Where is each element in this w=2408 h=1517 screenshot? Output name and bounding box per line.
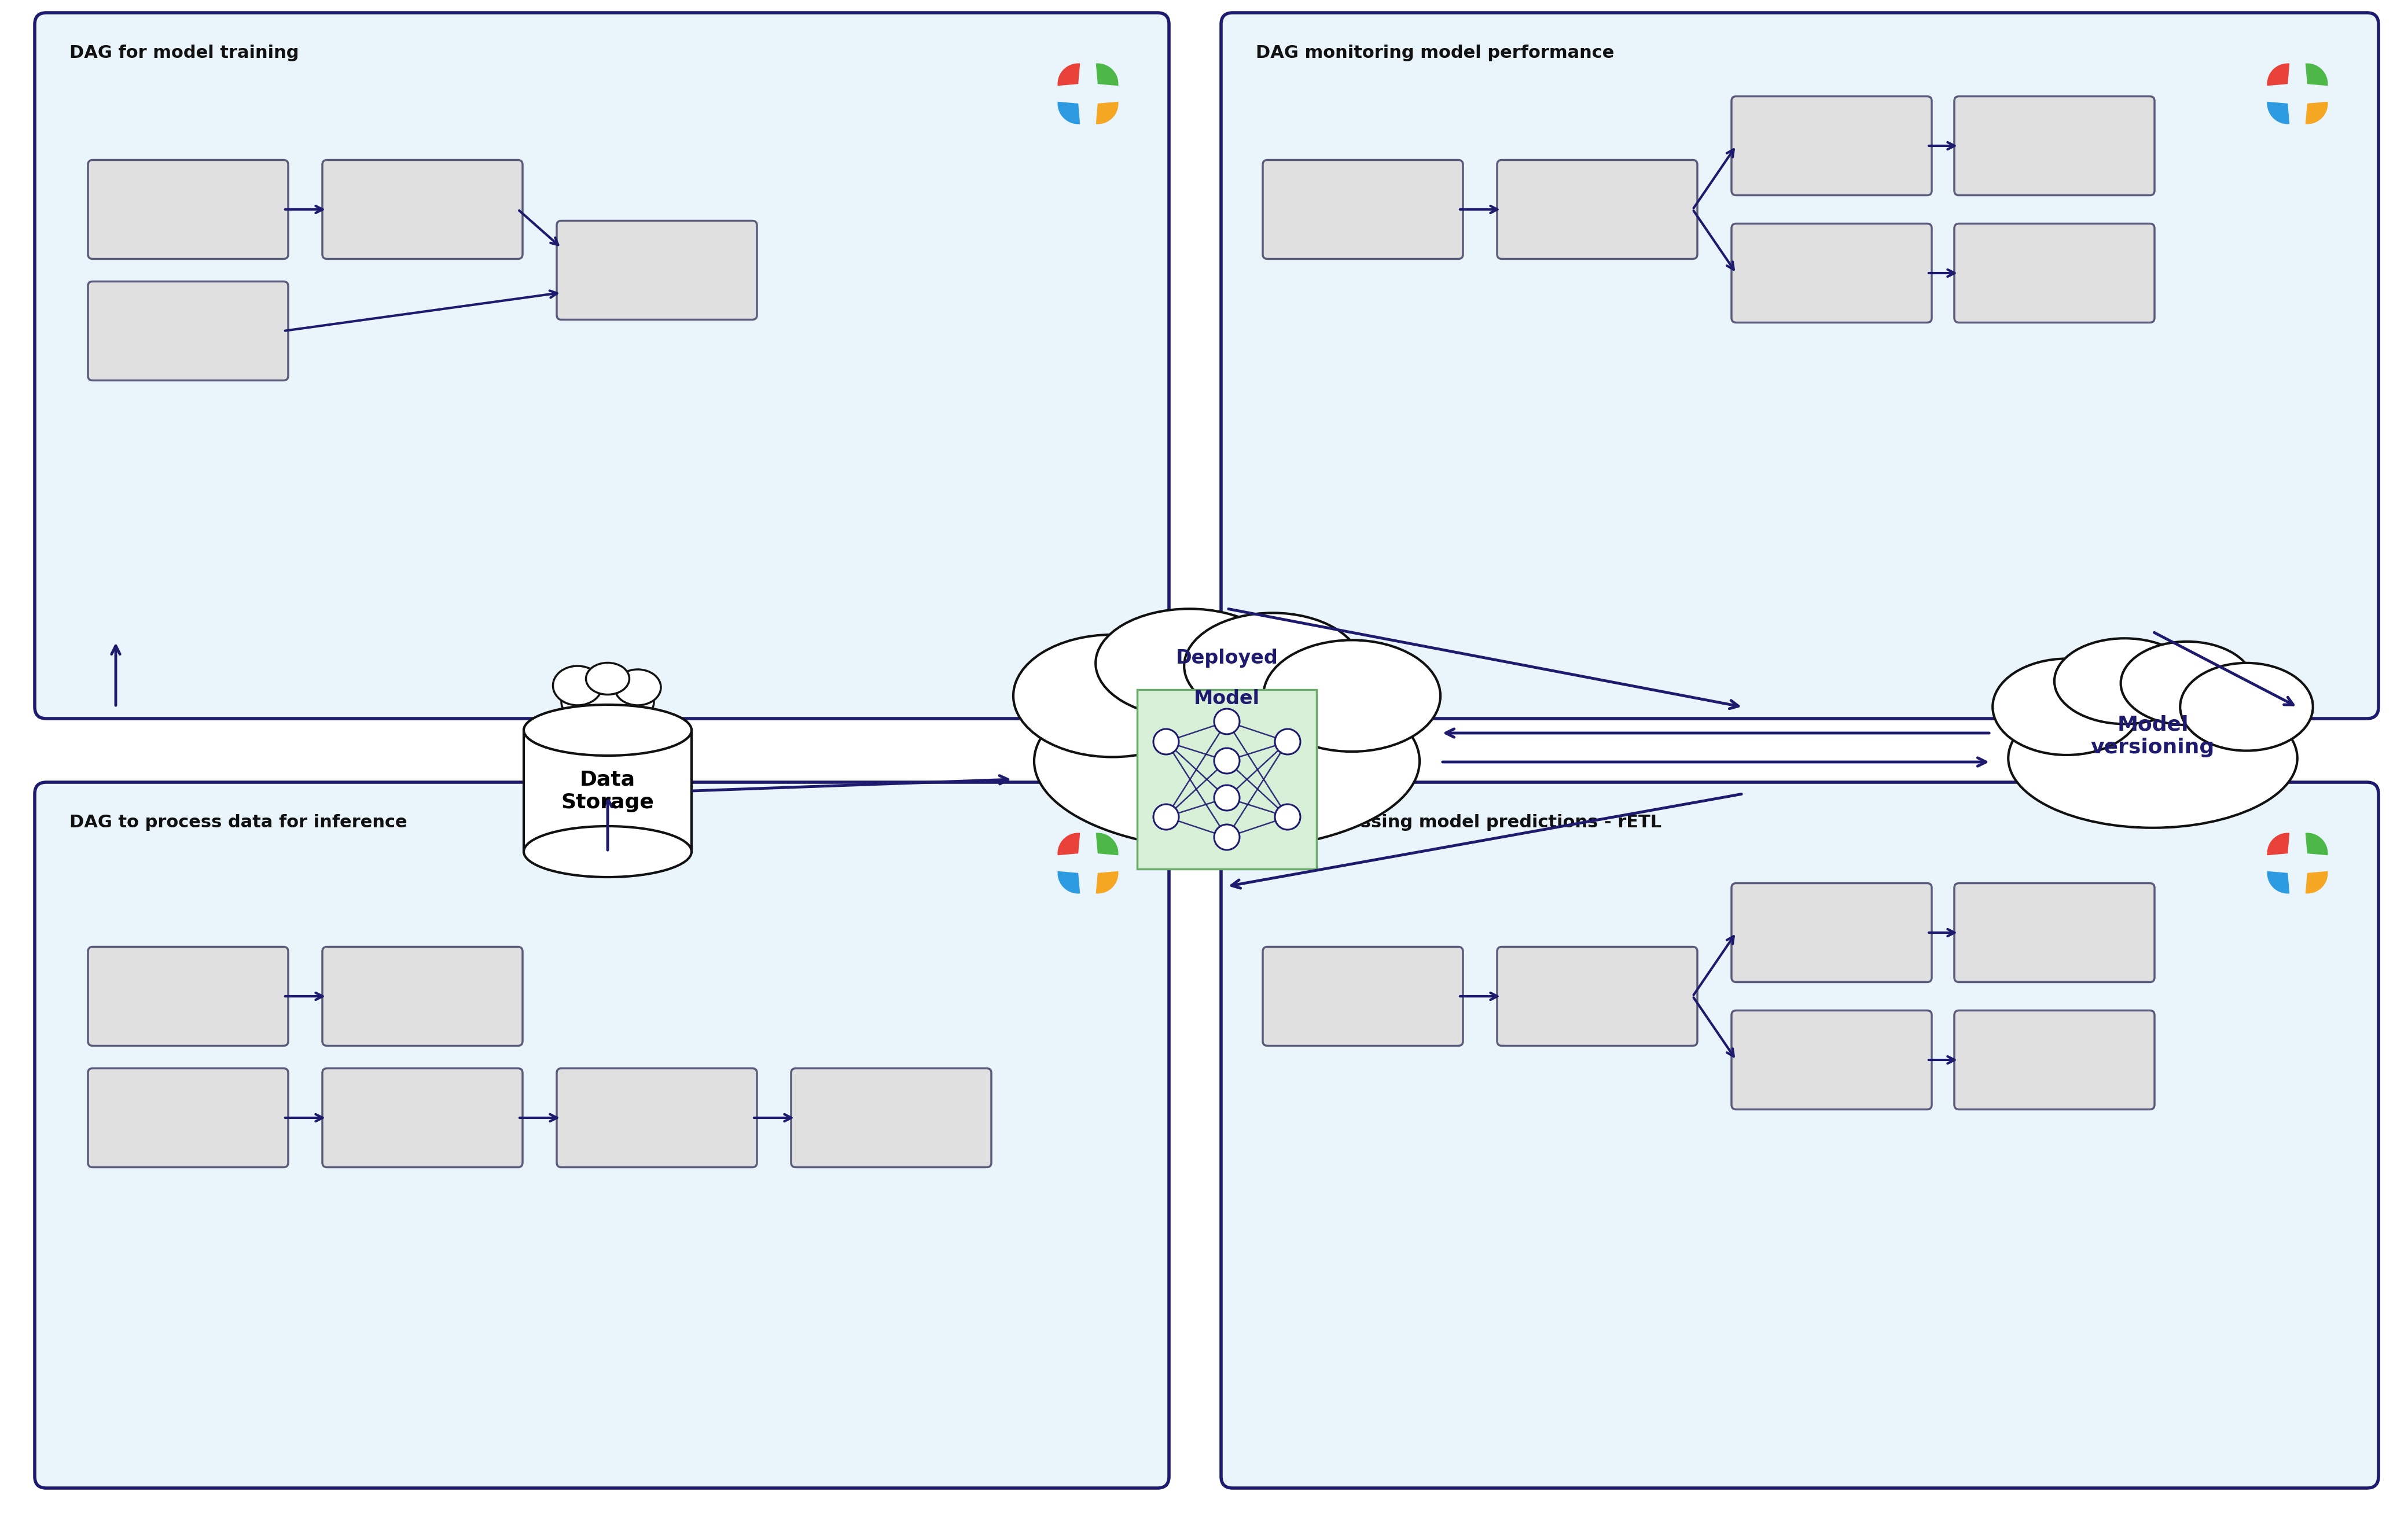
Wedge shape [1096, 871, 1117, 894]
FancyBboxPatch shape [1731, 97, 1931, 196]
Ellipse shape [1033, 672, 1421, 850]
Wedge shape [2304, 833, 2329, 856]
Circle shape [1153, 804, 1180, 830]
FancyBboxPatch shape [323, 947, 523, 1045]
Text: Model: Model [1194, 689, 1259, 708]
FancyBboxPatch shape [323, 159, 523, 259]
FancyBboxPatch shape [1498, 159, 1698, 259]
Text: Model
versioning: Model versioning [2090, 715, 2215, 757]
FancyBboxPatch shape [556, 1068, 756, 1167]
FancyBboxPatch shape [1262, 159, 1464, 259]
FancyBboxPatch shape [1955, 883, 2155, 981]
Wedge shape [1057, 102, 1081, 124]
FancyBboxPatch shape [1262, 947, 1464, 1045]
Circle shape [1214, 786, 1240, 810]
Ellipse shape [1096, 608, 1283, 718]
FancyBboxPatch shape [34, 783, 1168, 1488]
FancyBboxPatch shape [1498, 947, 1698, 1045]
FancyBboxPatch shape [1731, 883, 1931, 981]
Ellipse shape [523, 827, 691, 877]
Wedge shape [2266, 871, 2290, 894]
Wedge shape [2304, 871, 2329, 894]
FancyBboxPatch shape [1955, 223, 2155, 323]
Ellipse shape [2179, 663, 2314, 751]
Ellipse shape [2008, 689, 2297, 828]
Polygon shape [523, 730, 691, 851]
FancyBboxPatch shape [1731, 223, 1931, 323]
Ellipse shape [2054, 639, 2196, 724]
Wedge shape [2266, 833, 2290, 856]
Text: Deployed: Deployed [1175, 648, 1279, 667]
Wedge shape [2266, 64, 2290, 86]
FancyBboxPatch shape [89, 947, 289, 1045]
FancyBboxPatch shape [89, 282, 289, 381]
Ellipse shape [585, 663, 628, 695]
Ellipse shape [1014, 634, 1211, 757]
Wedge shape [1096, 102, 1117, 124]
FancyBboxPatch shape [1955, 97, 2155, 196]
Wedge shape [1096, 64, 1117, 86]
FancyBboxPatch shape [89, 159, 289, 259]
Text: DAG monitoring model performance: DAG monitoring model performance [1257, 44, 1613, 61]
Text: Data
Storage: Data Storage [561, 769, 655, 812]
Ellipse shape [523, 705, 691, 755]
FancyBboxPatch shape [792, 1068, 992, 1167]
FancyBboxPatch shape [1955, 1010, 2155, 1109]
FancyBboxPatch shape [89, 1068, 289, 1167]
Wedge shape [2304, 64, 2329, 86]
Wedge shape [1057, 64, 1081, 86]
FancyBboxPatch shape [1221, 783, 2379, 1488]
FancyBboxPatch shape [1221, 12, 2379, 719]
Circle shape [1214, 824, 1240, 850]
FancyBboxPatch shape [323, 1068, 523, 1167]
Wedge shape [2266, 102, 2290, 124]
Circle shape [1214, 708, 1240, 734]
FancyBboxPatch shape [34, 12, 1168, 719]
Ellipse shape [1994, 658, 2141, 755]
Ellipse shape [561, 675, 655, 728]
Circle shape [1274, 730, 1300, 754]
FancyBboxPatch shape [556, 220, 756, 320]
Ellipse shape [554, 666, 602, 705]
Wedge shape [1096, 833, 1117, 856]
Circle shape [1153, 730, 1180, 754]
Wedge shape [2304, 102, 2329, 124]
Ellipse shape [1264, 640, 1440, 751]
Text: DAG to process data for inference: DAG to process data for inference [70, 815, 407, 831]
Ellipse shape [1185, 613, 1361, 719]
Circle shape [1274, 804, 1300, 830]
Text: DAG processing model predictions - rETL: DAG processing model predictions - rETL [1257, 815, 1662, 831]
Wedge shape [1057, 833, 1081, 856]
FancyBboxPatch shape [1731, 1010, 1931, 1109]
Circle shape [1214, 748, 1240, 774]
Ellipse shape [614, 669, 660, 705]
Wedge shape [1057, 871, 1081, 894]
FancyBboxPatch shape [1137, 690, 1317, 869]
Ellipse shape [2121, 642, 2254, 725]
Text: DAG for model training: DAG for model training [70, 44, 299, 61]
